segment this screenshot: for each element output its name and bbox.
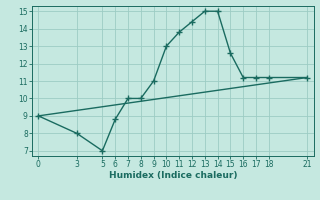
X-axis label: Humidex (Indice chaleur): Humidex (Indice chaleur) — [108, 171, 237, 180]
